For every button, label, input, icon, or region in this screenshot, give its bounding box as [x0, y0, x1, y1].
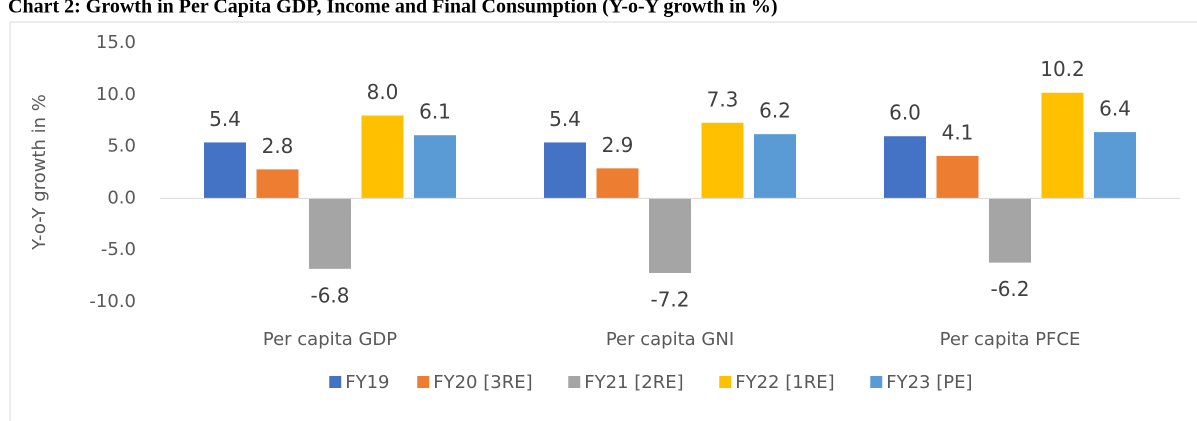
bar [1094, 132, 1136, 199]
x-tick-label: Per capita GNI [606, 329, 734, 350]
legend-swatch [719, 376, 732, 388]
chart-title: Chart 2: Growth in Per Capita GDP, Incom… [8, 0, 778, 18]
data-label: -7.2 [650, 287, 689, 311]
data-label: 6.4 [1099, 97, 1131, 121]
legend-swatch [568, 376, 581, 388]
data-label: 5.4 [549, 107, 581, 131]
y-tick-label: 5.0 [107, 136, 136, 157]
y-axis-label: Y-o-Y growth in % [29, 94, 50, 251]
bar [936, 155, 979, 199]
y-tick-label: 15.0 [96, 32, 136, 53]
bar [754, 134, 796, 199]
legend-swatch [329, 376, 342, 388]
y-tick-label: 0.0 [107, 187, 136, 208]
x-tick-label: Per capita PFCE [940, 329, 1081, 350]
bar [414, 135, 456, 199]
data-label: 8.0 [367, 80, 399, 104]
bar [309, 198, 351, 269]
data-label: 2.8 [262, 134, 294, 158]
y-tick-label: -5.0 [101, 239, 136, 260]
legend-label: FY23 [PE] [886, 372, 972, 393]
data-label: 7.3 [707, 87, 739, 111]
legend-label: FY21 [2RE] [584, 372, 683, 393]
data-label: 10.2 [1040, 57, 1085, 81]
data-label: -6.2 [990, 277, 1029, 301]
y-tick-label: 10.0 [96, 84, 136, 105]
data-label: 5.4 [209, 107, 241, 131]
legend-swatch [417, 376, 430, 388]
bar [256, 169, 299, 199]
bar [544, 142, 586, 199]
data-label: 6.2 [759, 99, 791, 123]
data-label: 6.1 [419, 100, 451, 124]
data-label: 6.0 [889, 101, 921, 125]
data-label: -6.8 [310, 283, 349, 307]
bar [596, 168, 639, 199]
legend-swatch [870, 376, 883, 388]
legend-label: FY19 [345, 372, 389, 393]
bar [361, 115, 404, 199]
data-label: 4.1 [942, 120, 974, 144]
bar [701, 122, 744, 199]
bar [1041, 92, 1084, 199]
chart-border [9, 21, 1197, 421]
legend-label: FY20 [3RE] [433, 372, 532, 393]
bar [989, 198, 1031, 263]
bar [884, 136, 926, 199]
data-label: 2.9 [602, 133, 634, 157]
bar [649, 198, 691, 273]
bar [204, 142, 246, 199]
y-tick-label: -10.0 [89, 291, 136, 312]
x-tick-label: Per capita GDP [263, 329, 397, 350]
legend-label: FY22 [1RE] [735, 372, 834, 393]
